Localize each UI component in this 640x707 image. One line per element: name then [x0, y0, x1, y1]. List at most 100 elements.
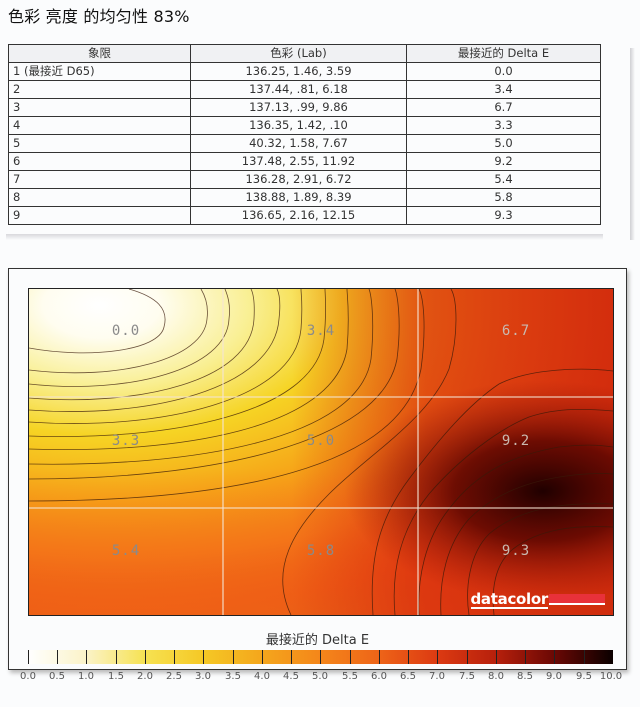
- table-shadow: [6, 234, 603, 240]
- cell-label-2: 3.4: [306, 323, 336, 339]
- quadrant-table: 象限 色彩 (Lab) 最接近的 Delta E 1 (最接近 D65) 136.…: [8, 44, 601, 225]
- lab-cell: 137.13, .99, 9.86: [190, 98, 407, 117]
- quadrant-cell: 2: [8, 80, 191, 99]
- delta-e-cell: 5.4: [406, 170, 601, 189]
- cell-label-4: 3.3: [111, 433, 141, 449]
- cell-label-3: 6.7: [501, 323, 531, 339]
- heatmap-contours: [29, 289, 613, 615]
- lab-cell: 137.48, 2.55, 11.92: [190, 152, 407, 171]
- colorbar-tick-label: 9.5: [576, 671, 592, 682]
- delta-e-cell: 3.3: [406, 116, 601, 135]
- colorbar-tick: [496, 650, 497, 664]
- colorbar-tick-label: 1.5: [108, 671, 124, 682]
- delta-e-cell: 9.2: [406, 152, 601, 171]
- colorbar-tick-label: 6.5: [400, 671, 416, 682]
- datacolor-logo: datacolor: [470, 590, 605, 609]
- colorbar-tick: [145, 650, 146, 664]
- colorbar-tick-label: 5.5: [342, 671, 358, 682]
- cell-label-6: 9.2: [501, 433, 531, 449]
- header-delta-e: 最接近的 Delta E: [406, 44, 601, 63]
- colorbar-tick-label: 7.0: [429, 671, 445, 682]
- cell-label-8: 5.8: [306, 543, 336, 559]
- side-shadow: [630, 48, 635, 240]
- heatmap-plot: 0.0 3.4 6.7 3.3 5.0 9.2 5.4 5.8 9.3 data…: [28, 288, 614, 616]
- uniformity-chart-panel: 0.0 3.4 6.7 3.3 5.0 9.2 5.4 5.8 9.3 data…: [8, 268, 627, 682]
- colorbar-tick: [174, 650, 175, 664]
- quadrant-cell: 6: [8, 152, 191, 171]
- colorbar-tick: [379, 650, 380, 664]
- delta-e-cell: 5.8: [406, 188, 601, 207]
- table-header-row: 象限 色彩 (Lab) 最接近的 Delta E: [8, 44, 601, 63]
- delta-e-cell: 6.7: [406, 98, 601, 117]
- colorbar-tick: [408, 650, 409, 664]
- lab-cell: 138.88, 1.89, 8.39: [190, 188, 407, 207]
- colorbar-tick-label: 0.0: [20, 671, 36, 682]
- lab-cell: 40.32, 1.58, 7.67: [190, 134, 407, 153]
- colorbar-tick-label: 6.0: [371, 671, 387, 682]
- colorbar-tick: [554, 650, 555, 664]
- cell-label-9: 9.3: [501, 543, 531, 559]
- colorbar-tick-label: 5.0: [312, 671, 328, 682]
- quadrant-cell: 1 (最接近 D65): [8, 62, 191, 81]
- delta-e-cell: 5.0: [406, 134, 601, 153]
- delta-e-cell: 3.4: [406, 80, 601, 99]
- table-row: 7 136.28, 2.91, 6.72 5.4: [8, 170, 601, 189]
- lab-cell: 136.28, 2.91, 6.72: [190, 170, 407, 189]
- table-row: 9 136.65, 2.16, 12.15 9.3: [8, 206, 601, 225]
- table-row: 2 137.44, .81, 6.18 3.4: [8, 80, 601, 99]
- quadrant-cell: 9: [8, 206, 191, 225]
- colorbar-tick-label: 2.5: [166, 671, 182, 682]
- colorbar-tick-label: 4.0: [254, 671, 270, 682]
- page-title: 色彩 亮度 的均匀性 83%: [8, 7, 190, 26]
- lab-cell: 136.25, 1.46, 3.59: [190, 62, 407, 81]
- cell-label-1: 0.0: [111, 323, 141, 339]
- colorbar-tick-label: 4.5: [283, 671, 299, 682]
- colorbar-tick: [203, 650, 204, 664]
- colorbar-tick: [233, 650, 234, 664]
- colorbar: [28, 650, 613, 664]
- delta-e-cell: 0.0: [406, 62, 601, 81]
- table-row: 8 138.88, 1.89, 8.39 5.8: [8, 188, 601, 207]
- colorbar-tick: [28, 650, 29, 664]
- colorbar-tick-label: 1.0: [78, 671, 94, 682]
- colorbar-tick: [350, 650, 351, 664]
- quadrant-cell: 3: [8, 98, 191, 117]
- lab-cell: 136.65, 2.16, 12.15: [190, 206, 407, 225]
- colorbar-tick: [467, 650, 468, 664]
- colorbar-tick-label: 9.0: [546, 671, 562, 682]
- colorbar-tick-label: 10.0: [599, 671, 623, 682]
- table-row: 1 (最接近 D65) 136.25, 1.46, 3.59 0.0: [8, 62, 601, 81]
- colorbar-tick-label: 8.5: [517, 671, 533, 682]
- quadrant-cell: 7: [8, 170, 191, 189]
- quadrant-cell: 4: [8, 116, 191, 135]
- quadrant-cell: 8: [8, 188, 191, 207]
- colorbar-tick-label: 0.5: [49, 671, 65, 682]
- table-row: 3 137.13, .99, 9.86 6.7: [8, 98, 601, 117]
- cell-label-7: 5.4: [111, 543, 141, 559]
- colorbar-tick: [584, 650, 585, 664]
- lab-cell: 137.44, .81, 6.18: [190, 80, 407, 99]
- table-row: 6 137.48, 2.55, 11.92 9.2: [8, 152, 601, 171]
- table-row: 5 40.32, 1.58, 7.67 5.0: [8, 134, 601, 153]
- colorbar-tick: [116, 650, 117, 664]
- lab-cell: 136.35, 1.42, .10: [190, 116, 407, 135]
- brand-text: datacolor: [470, 590, 548, 609]
- quadrant-cell: 5: [8, 134, 191, 153]
- header-lab: 色彩 (Lab): [190, 44, 407, 63]
- brand-bar: [549, 594, 605, 605]
- cell-label-5: 5.0: [306, 433, 336, 449]
- colorbar-tick: [86, 650, 87, 664]
- colorbar-tick-label: 7.5: [459, 671, 475, 682]
- colorbar-tick-label: 3.5: [225, 671, 241, 682]
- colorbar-tick-label: 8.0: [488, 671, 504, 682]
- colorbar-tick-label: 3.0: [195, 671, 211, 682]
- colorbar-tick: [320, 650, 321, 664]
- table-row: 4 136.35, 1.42, .10 3.3: [8, 116, 601, 135]
- colorbar-tick: [262, 650, 263, 664]
- header-quadrant: 象限: [8, 44, 191, 63]
- colorbar-tick: [57, 650, 58, 664]
- colorbar-tick-label: 2.0: [137, 671, 153, 682]
- colorbar-tick: [525, 650, 526, 664]
- colorbar-tick: [437, 650, 438, 664]
- colorbar-tick: [291, 650, 292, 664]
